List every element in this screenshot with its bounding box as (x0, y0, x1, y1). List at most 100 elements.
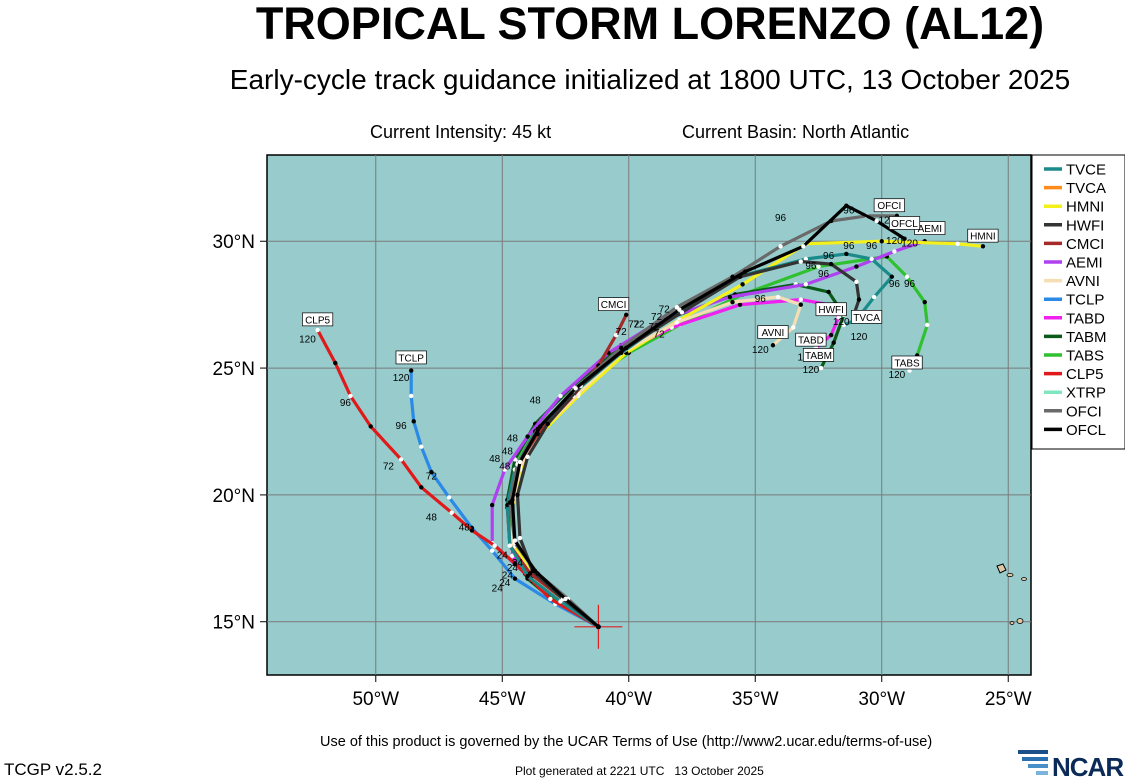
track-point (778, 244, 783, 249)
forecast-hour-label: 48 (499, 462, 511, 473)
model-end-label-box (873, 198, 905, 213)
forecast-hour-label: 24 (502, 571, 514, 582)
track-point (368, 424, 373, 429)
forecast-hour-label: 48 (459, 522, 471, 533)
forecast-hour-label: 24 (512, 558, 524, 569)
forecast-hour-label: 120 (393, 373, 410, 384)
model-end-label: TVCA (853, 313, 880, 324)
plot-title: TROPICAL STORM LORENZO (AL12) (255, 0, 1045, 49)
forecast-hour-labels: 2448729612024721207212048729612096120727… (299, 205, 918, 594)
forecast-hour-label: 120 (299, 335, 316, 346)
model-end-label-box (888, 216, 921, 230)
cape-verde-island (996, 563, 1007, 574)
legend-label-aemi: AEMI (1066, 255, 1103, 272)
forecast-hour-label: 48 (530, 396, 542, 407)
forecast-hour-label: 96 (396, 421, 408, 432)
track-point (419, 485, 424, 490)
forecast-hour-label: 120 (878, 215, 895, 226)
legend-label-hwfi: HWFI (1066, 217, 1104, 234)
track-point (980, 244, 986, 249)
track-point (348, 393, 353, 399)
current-intensity: Current Intensity: 45 kt (370, 122, 552, 142)
forecast-hour-label: 96 (340, 398, 352, 409)
lon-tick-label: 45°W (479, 689, 526, 710)
legend-label-tvca: TVCA (1066, 180, 1106, 197)
forecast-hour-label: 72 (659, 304, 671, 315)
track-point (803, 256, 809, 262)
legend-label-tclp: TCLP (1066, 292, 1104, 309)
model-end-label-box (757, 325, 789, 339)
track-point (573, 386, 578, 391)
forecast-hour-label: 72 (654, 330, 666, 341)
track-point (624, 345, 629, 350)
track-clp5 (316, 328, 601, 629)
model-end-label-box (891, 355, 923, 370)
track-point (563, 596, 568, 602)
forecast-hour-label: 120 (901, 238, 918, 249)
track-point (871, 294, 877, 300)
track-point (525, 434, 530, 439)
version-label: TCGP v2.5.2 (4, 760, 102, 779)
track-point (674, 320, 680, 325)
track-point (515, 492, 520, 498)
forecast-hour-label: 72 (651, 312, 663, 323)
track-point (742, 269, 748, 274)
plot-subtitle: Early-cycle track guidance initialized a… (229, 64, 1071, 95)
track-point (902, 236, 907, 241)
track-point (333, 360, 338, 366)
model-end-labels: TABS TABM TABD AEMI HMNI AVNI CMCI TCLP CLP5 TVCA… (302, 198, 999, 370)
forecast-hour-label: 120 (886, 236, 903, 247)
track-point (727, 294, 733, 300)
track-point (904, 274, 910, 279)
model-end-label-box (851, 309, 883, 324)
forecast-hour-label: 48 (489, 454, 501, 465)
track-point (489, 502, 495, 508)
track-point (419, 444, 424, 449)
track-point (798, 259, 803, 264)
lat-tick-label: 20°N (213, 486, 255, 507)
legend-label-ofcl: OFCL (1066, 422, 1106, 439)
model-tracks (315, 203, 986, 629)
forecast-hour-label: 96 (843, 205, 855, 216)
terms-of-use: Use of this product is governed by the U… (320, 734, 933, 750)
track-point (790, 325, 796, 330)
forecast-hour-label: 48 (426, 512, 438, 523)
model-end-label-box (302, 312, 334, 327)
track-point (803, 282, 809, 287)
forecast-hour-label: 96 (755, 294, 767, 305)
lat-tick-label: 30°N (213, 232, 255, 253)
track-point (925, 322, 930, 328)
model-end-label-box (802, 348, 835, 362)
track-point (512, 576, 518, 581)
lon-tick-label: 25°W (985, 689, 1032, 710)
track-point (548, 596, 553, 602)
track-point (532, 568, 538, 574)
track-point (492, 543, 497, 548)
model-end-label-box (395, 350, 427, 365)
legend-label-xtrp: XTRP (1066, 385, 1106, 402)
ncar-logo-text: NCAR (1052, 752, 1124, 782)
track-point (525, 454, 530, 460)
lon-tick-label: 40°W (605, 689, 652, 710)
forecast-hour-label: 120 (803, 365, 820, 376)
model-end-label-box (795, 332, 827, 347)
forecast-hour-label: 120 (752, 345, 769, 356)
forecast-hour-label: 72 (616, 327, 628, 338)
model-end-label: AEMI (918, 224, 942, 235)
track-point (538, 424, 543, 429)
forecast-hour-label: 96 (823, 251, 835, 262)
track-point (398, 457, 404, 462)
track-point (798, 297, 803, 302)
forecast-hour-label: 48 (502, 446, 514, 457)
track-point (831, 340, 836, 345)
cape-verde-island (1006, 573, 1014, 578)
lon-tick-label: 35°W (732, 689, 779, 710)
storm-center-dot (595, 624, 601, 630)
forecast-hour-label: 96 (866, 241, 878, 252)
track-point (510, 497, 515, 503)
track-point (525, 573, 530, 579)
track-point (449, 510, 454, 515)
forecast-hour-label: 96 (904, 279, 916, 290)
forecast-hour-label: 24 (507, 563, 519, 574)
